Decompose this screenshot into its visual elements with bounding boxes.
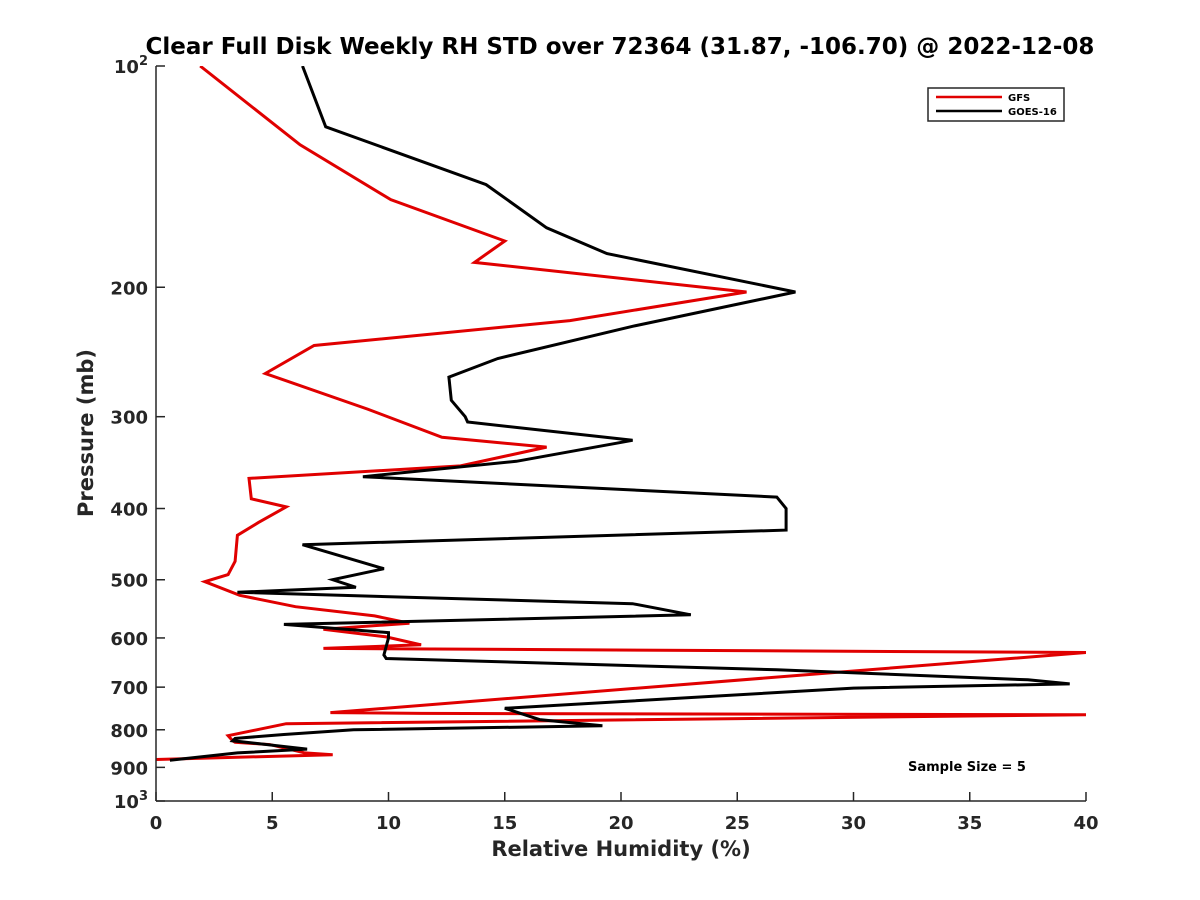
- y-tick-label: 500: [110, 571, 148, 592]
- series-line-gfs: [156, 66, 1086, 761]
- y-tick-label: 400: [110, 500, 148, 521]
- y-tick-label: 900: [110, 758, 148, 779]
- y-ticks: 102 200 300 400 500 600 700 800 900 103: [110, 54, 165, 813]
- x-ticks: 0 5 10 15 20 25 30 35 40: [150, 792, 1099, 834]
- y-tick-label: 700: [110, 678, 148, 699]
- legend-box: [927, 87, 1065, 122]
- y-tick-label: 300: [110, 408, 148, 429]
- x-tick-label: 40: [1073, 813, 1098, 834]
- y-tick-label: 102: [114, 54, 148, 78]
- x-tick-label: 15: [492, 813, 517, 834]
- x-tick-label: 0: [150, 813, 163, 834]
- x-tick-label: 30: [841, 813, 866, 834]
- series-line-goes-16: [169, 66, 1070, 762]
- x-tick-label: 10: [376, 813, 401, 834]
- y-tick-label: 103: [114, 789, 148, 813]
- y-tick-label: 800: [110, 721, 148, 742]
- x-axis-label: Relative Humidity (%): [491, 837, 750, 861]
- x-tick-label: 25: [725, 813, 750, 834]
- legend-label-goes16: GOES-16: [1008, 107, 1057, 118]
- series-layer: [156, 66, 1086, 762]
- y-tick-label: 600: [110, 629, 148, 650]
- y-tick-label: 200: [110, 278, 148, 299]
- legend: GFS GOES-16: [927, 87, 1065, 122]
- x-tick-label: 20: [608, 813, 633, 834]
- y-axis-label: Pressure (mb): [74, 349, 98, 517]
- chart-title: Clear Full Disk Weekly RH STD over 72364…: [146, 34, 1095, 60]
- sample-size-annotation: Sample Size = 5: [908, 760, 1026, 775]
- x-tick-label: 35: [957, 813, 982, 834]
- legend-label-gfs: GFS: [1008, 93, 1030, 104]
- x-tick-label: 5: [266, 813, 279, 834]
